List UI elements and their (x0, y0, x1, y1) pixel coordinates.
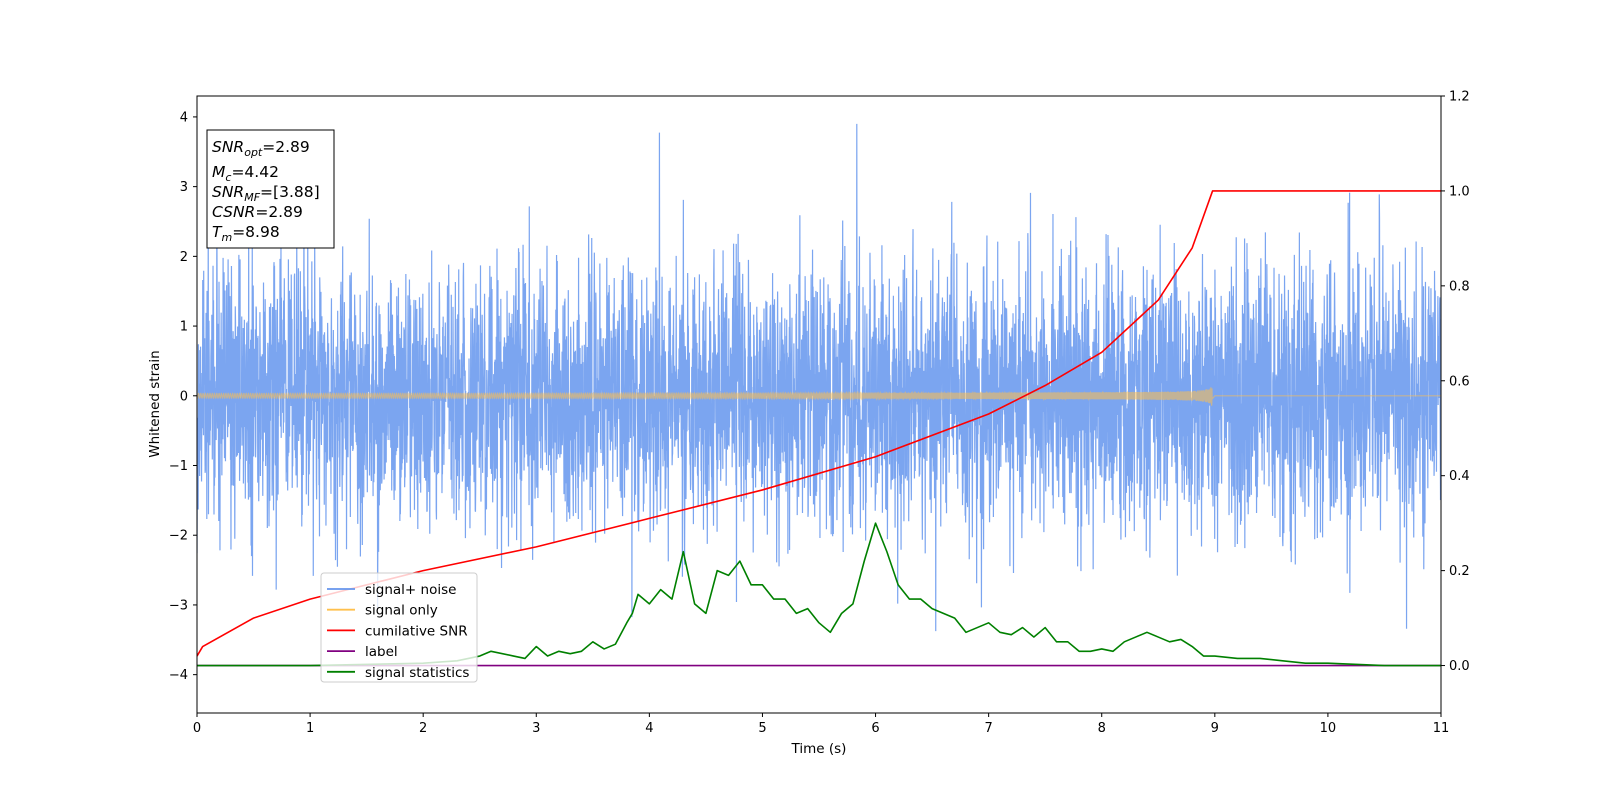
y-right-tick-label: 0.6 (1449, 374, 1470, 389)
legend-label: label (365, 644, 398, 660)
legend-label: cumilative SNR (365, 623, 468, 639)
y-right-tick-label: 1.0 (1449, 184, 1470, 199)
y-left-tick-label: −4 (169, 668, 188, 683)
y-left-tick-label: 2 (180, 250, 188, 265)
y-right-tick-label: 0.2 (1449, 564, 1470, 579)
y-left-tick-label: 1 (180, 320, 188, 335)
signal-only-series-line (197, 387, 1441, 406)
x-tick-label: 7 (984, 721, 992, 736)
y-left-tick-label: 0 (180, 389, 188, 404)
x-tick-label: 10 (1320, 721, 1337, 736)
y-right-tick-label: 1.2 (1449, 90, 1470, 105)
info-box-line: SNRMF=[3.88] (212, 183, 320, 204)
x-tick-label: 1 (306, 721, 314, 736)
y-axis-label: Whitened strain (147, 350, 163, 457)
x-tick-label: 3 (532, 721, 540, 736)
x-tick-label: 11 (1433, 721, 1450, 736)
legend-label: signal statistics (365, 665, 469, 681)
x-tick-label: 5 (758, 721, 766, 736)
info-box-line: SNRopt=2.89 (212, 138, 310, 159)
y-left-tick-label: −2 (169, 529, 188, 544)
x-tick-label: 4 (645, 721, 653, 736)
noise-series-line (197, 123, 1441, 632)
y-left-tick-label: −3 (169, 598, 188, 613)
legend-label: signal only (365, 603, 438, 619)
legend-frame (320, 572, 478, 683)
axis-layer: 0 1 2 3 4 5 6 7 8 9 10 11 −4 −3 −2 −1 0 1 2 3 4 0.0 0.2 0.4 0.6 0… (169, 90, 1470, 737)
signal-statistics-series-line (197, 522, 1441, 667)
info-box-line: Tm=8.98 (212, 223, 280, 244)
info-box-frame (206, 129, 335, 249)
y-right-tick-label: 0.0 (1449, 659, 1470, 674)
legend-label: signal+ noise (365, 582, 456, 598)
info-box-line: Mc=4.42 (212, 163, 279, 184)
y-left-tick-label: −1 (169, 459, 188, 474)
x-tick-label: 8 (1098, 721, 1106, 736)
cumulative-snr-series-line (197, 190, 1441, 657)
x-tick-label: 2 (419, 721, 427, 736)
legend: signal+ noise signal only cumilative SNR la… (320, 572, 478, 683)
x-tick-label: 9 (1211, 721, 1219, 736)
y-right-tick-label: 0.8 (1449, 279, 1470, 294)
y-right-tick-label: 0.4 (1449, 469, 1470, 484)
y-left-tick-label: 4 (180, 110, 188, 125)
x-tick-label: 6 (871, 721, 879, 736)
x-tick-label: 0 (193, 721, 201, 736)
plot-frame (196, 95, 1442, 714)
x-axis-label: Time (s) (791, 741, 847, 757)
info-box-line: CSNR=2.89 (212, 203, 303, 221)
y-left-tick-label: 3 (180, 180, 188, 195)
